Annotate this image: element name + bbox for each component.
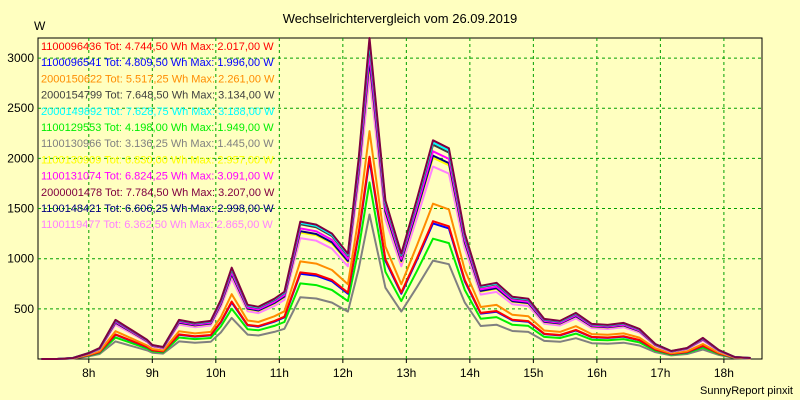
legend-entry-1100131074: 1100131074 Tot: 6.824,25 Wh Max: 3.091,0…: [41, 171, 274, 183]
x-tick-label: 18h: [714, 366, 734, 380]
x-tick-label: 17h: [650, 366, 670, 380]
y-tick-label: 500: [14, 302, 34, 316]
y-tick-label: 1500: [7, 202, 34, 216]
y-tick-label: 2000: [7, 151, 34, 165]
y-axis-unit-label: W: [34, 19, 46, 33]
legend-entry-1100096541: 1100096541 Tot: 4.809,50 Wh Max: 1.996,0…: [41, 57, 274, 69]
x-tick-label: 13h: [396, 366, 416, 380]
legend-entry-1100148421: 1100148421 Tot: 6.606,25 Wh Max: 2.998,0…: [41, 203, 274, 215]
legend-layer: 1100096436 Tot: 4.744,50 Wh Max: 2.017,0…: [41, 41, 275, 231]
legend-entry-2000001478: 2000001478 Tot: 7.784,50 Wh Max: 3.207,0…: [41, 187, 275, 199]
x-tick-label: 14h: [460, 366, 480, 380]
legend-entry-1100129553: 1100129553 Tot: 4.198,00 Wh Max: 1.949,0…: [41, 122, 274, 134]
series-layer: [41, 37, 751, 360]
credit-label: SunnyReport pinxit: [700, 385, 793, 397]
y-tick-label: 3000: [7, 51, 34, 65]
series-line-1100130966: [41, 213, 751, 360]
x-tick-label: 12h: [333, 366, 353, 380]
x-tick-label: 8h: [82, 366, 95, 380]
legend-entry-2000150622: 2000150622 Tot: 5.517,25 Wh Max: 2.261,0…: [41, 73, 275, 85]
x-tick-label: 10h: [206, 366, 226, 380]
axis-layer: 500 1000 1500 2000 2500 3000 8h 9h 10h 11h 12h 13h 1…: [7, 51, 734, 380]
series-line-2000001478: [41, 37, 751, 360]
chart-title: Wechselrichtervergleich vom 26.09.2019: [283, 11, 518, 26]
x-tick-label: 15h: [523, 366, 543, 380]
legend-entry-1100119477: 1100119477 Tot: 6.362,50 Wh Max: 2.865,0…: [41, 219, 273, 231]
series-line-2000150622: [41, 130, 751, 360]
series-line-1100096436: [41, 155, 751, 360]
grid-layer: [37, 37, 763, 360]
x-tick-label: 11h: [270, 366, 289, 380]
legend-entry-1100130909: 1100130909 Tot: 6.830,00 Wh Max: 2.957,0…: [41, 154, 274, 166]
y-tick-label: 2500: [7, 101, 34, 115]
plot-area-frame: [37, 37, 763, 360]
legend-entry-2000154799: 2000154799 Tot: 7.648,50 Wh Max: 3.134,0…: [41, 90, 275, 102]
x-tick-label: 16h: [587, 366, 607, 380]
x-tick-label: 9h: [146, 366, 159, 380]
legend-entry-2000149892: 2000149892 Tot: 7.628,75 Wh Max: 3.188,0…: [41, 106, 275, 118]
y-tick-label: 1000: [7, 252, 34, 266]
legend-entry-1100130966: 1100130966 Tot: 3.136,25 Wh Max: 1.445,0…: [41, 138, 274, 150]
legend-entry-1100096436: 1100096436 Tot: 4.744,50 Wh Max: 2.017,0…: [41, 41, 274, 53]
